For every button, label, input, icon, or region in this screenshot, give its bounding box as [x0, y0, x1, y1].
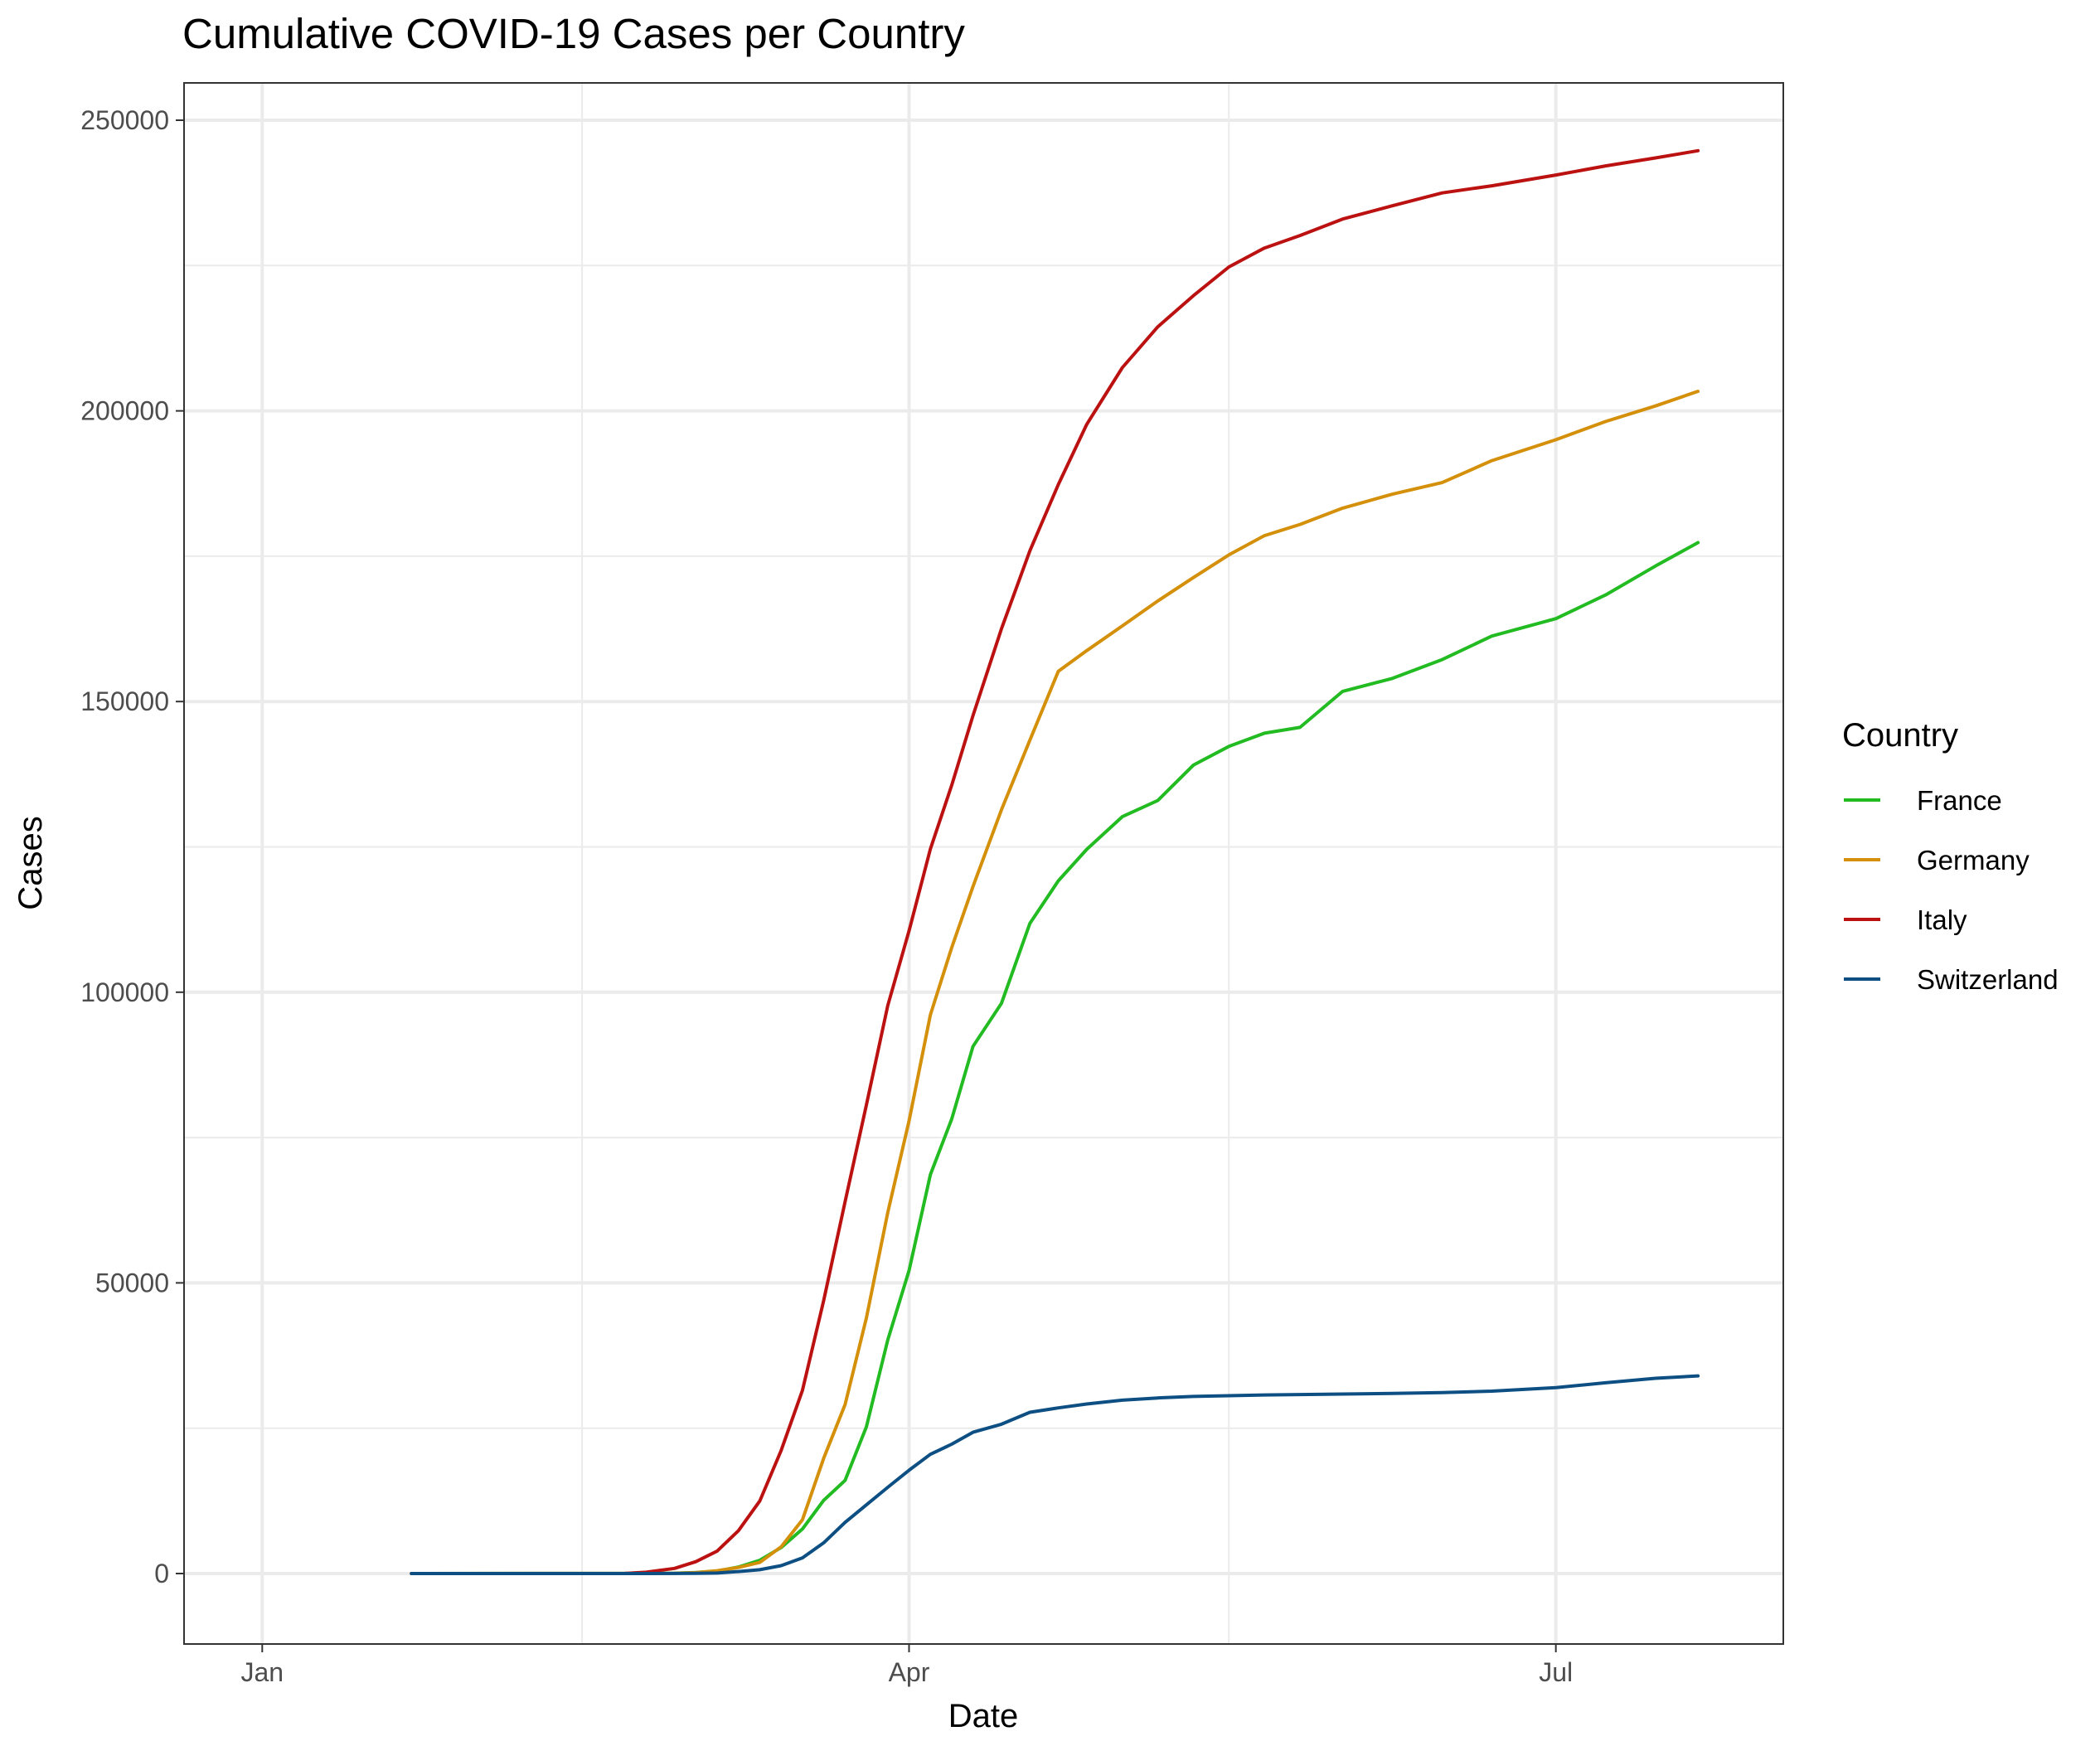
chart-title: Cumulative COVID-19 Cases per Country: [182, 10, 965, 57]
plot-background: [184, 83, 1783, 1644]
y-tick-label: 0: [154, 1559, 169, 1588]
legend-label-switzerland: Switzerland: [1917, 964, 2059, 995]
y-tick-label: 200000: [80, 396, 169, 426]
legend-label-italy: Italy: [1917, 904, 1967, 935]
y-axis-title: Cases: [12, 816, 49, 909]
series-line-switzerland: [410, 1374, 1700, 1575]
x-axis: Jan Apr Jul: [241, 1644, 1573, 1687]
y-tick-label: 50000: [95, 1268, 169, 1297]
legend-title: Country: [1842, 717, 1958, 754]
legend: Country France Germany Italy Switzerland: [1842, 717, 2059, 995]
legend-label-france: France: [1917, 785, 2002, 816]
x-axis-title: Date: [948, 1698, 1019, 1734]
series-lines: [410, 148, 1700, 1575]
grid: [184, 83, 1783, 1644]
legend-label-germany: Germany: [1917, 845, 2030, 875]
y-tick-label: 150000: [80, 686, 169, 716]
x-tick-label: Jul: [1539, 1657, 1573, 1687]
x-tick-label: Apr: [889, 1657, 930, 1687]
series-line-germany: [410, 390, 1700, 1575]
plot-border: [183, 82, 1784, 1645]
series-line-italy: [410, 148, 1700, 1575]
y-axis: 0 50000 100000 150000 200000 250000: [80, 105, 184, 1588]
x-tick-label: Jan: [241, 1657, 284, 1687]
y-tick-label: 250000: [80, 105, 169, 135]
y-tick-label: 100000: [80, 977, 169, 1007]
